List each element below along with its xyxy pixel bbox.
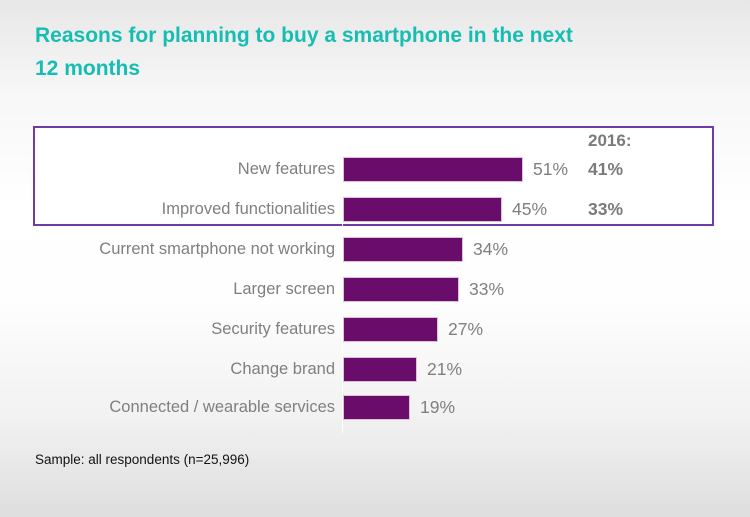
- bar: [343, 277, 459, 302]
- bar: [343, 157, 523, 182]
- bar-row: Change brand 21%: [0, 357, 750, 382]
- value-label: 27%: [448, 319, 484, 339]
- value-label: 19%: [420, 397, 456, 417]
- bar-row: Security features 27%: [0, 317, 750, 342]
- bar: [343, 237, 463, 262]
- comparison-value-label: 41%: [588, 159, 624, 179]
- bar: [343, 197, 502, 222]
- value-label: 45%: [512, 199, 548, 219]
- bar: [343, 317, 438, 342]
- bar-row: New features 51% 41%: [0, 157, 750, 182]
- bar-row: Connected / wearable services 19%: [0, 395, 750, 420]
- category-label: Security features: [211, 320, 335, 338]
- axis-baseline: [342, 150, 343, 433]
- category-label: Current smartphone not working: [99, 240, 335, 258]
- chart-title-line-2: 12 months: [35, 57, 141, 80]
- chart-title-line-1: Reasons for planning to buy a smartphone…: [35, 24, 573, 47]
- value-label: 33%: [469, 279, 505, 299]
- bar-row: Larger screen 33%: [0, 277, 750, 302]
- value-label: 34%: [473, 239, 509, 259]
- category-label: New features: [237, 160, 335, 178]
- comparison-value-label: 33%: [588, 199, 624, 219]
- bar-row: Improved functionalities 45% 33%: [0, 197, 750, 222]
- comparison-header-2016: 2016:: [588, 131, 632, 150]
- category-label: Improved functionalities: [161, 200, 335, 218]
- bar-row: Current smartphone not working 34%: [0, 237, 750, 262]
- chart-title: Reasons for planning to buy a smartphone…: [35, 19, 573, 85]
- bar: [343, 357, 417, 382]
- value-label: 21%: [427, 359, 463, 379]
- bar: [343, 395, 410, 420]
- value-label: 51%: [533, 159, 569, 179]
- sample-note: Sample: all respondents (n=25,996): [35, 452, 250, 467]
- category-label: Larger screen: [233, 280, 335, 298]
- category-label: Change brand: [230, 360, 335, 378]
- category-label: Connected / wearable services: [109, 398, 335, 416]
